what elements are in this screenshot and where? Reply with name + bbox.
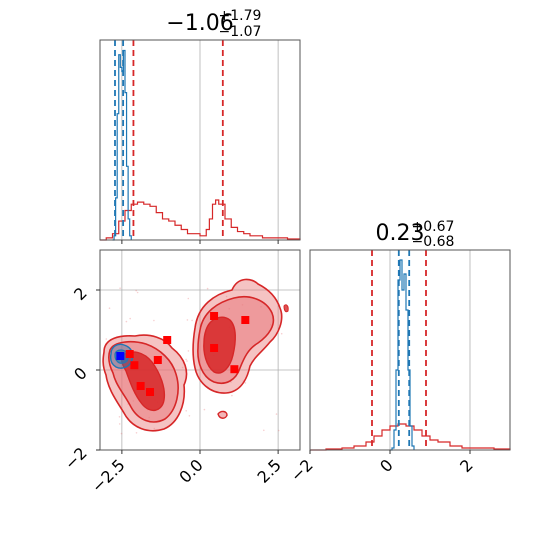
bottom-left-faint-dot [263,429,265,432]
bottom-left-faint-dot [181,366,184,369]
bottom-left-xtick-label-1: 0.0 [175,455,206,486]
red-marker-7 [241,316,250,324]
bottom-left-faint-dot [135,289,137,292]
bottom-left-xtick-label-0: −2.5 [88,455,129,496]
bottom-right-histogram-panel: 0.23 +0.67 −0.68 −2 0 2 [287,219,511,486]
top-left-quantile-lines [114,40,224,240]
bottom-left-faint-dot [203,408,206,411]
bottom-left-faint-dot [136,291,139,294]
bottom-right-quantile-lines [371,250,427,450]
top-left-title: −1.06 [166,11,233,36]
bottom-right-hist-red [310,423,511,451]
bottom-right-title-sup: +0.67 [412,219,455,235]
bottom-right-title-sub: −0.68 [412,234,455,250]
contour-small-island [217,410,228,419]
bottom-left-density-panel: −2.5 0.0 2.5 −2 0 2 [61,249,301,496]
bottom-left-faint-dot [186,319,189,321]
bottom-left-faint-dot [153,319,155,322]
bottom-right-title-main: 0.23 [376,221,425,246]
bottom-left-faint-dot [129,317,131,320]
bottom-right-xtick-label-0: −2 [287,455,317,485]
top-left-title-sub: −1.07 [219,24,262,40]
contour-edge-fragment [283,304,289,313]
top-left-histogram-panel: −1.06 +1.79 −1.07 [99,8,301,244]
contour-inner-right [203,316,236,374]
red-marker-0 [163,336,172,344]
red-marker-4 [136,382,145,390]
top-left-hist-red [100,199,301,241]
red-marker-6 [210,312,219,320]
red-marker-1 [153,356,162,364]
bottom-left-ytick-label-1: 0 [70,363,91,384]
bottom-left-faint-dot [105,338,108,340]
bottom-right-xtick-label-1: 0 [376,455,397,476]
bottom-left-contours [102,278,289,435]
bottom-left-faint-dot [231,394,233,397]
bottom-right-gridlines [309,250,471,450]
bottom-left-faint-dot [187,350,190,352]
bottom-left-faint-dot [191,319,193,322]
bottom-left-faint-dot [118,416,121,418]
top-left-title-main: −1.06 [166,11,233,36]
bottom-left-faint-dot [153,427,156,430]
bottom-left-faint-dot [185,410,187,412]
bottom-left-faint-dot [188,415,191,417]
bottom-left-faint-dot [277,429,280,432]
bottom-left-faint-dot [108,307,111,310]
bottom-left-faint-dot [120,432,123,435]
red-marker-5 [146,388,154,396]
top-left-series [100,49,301,241]
bottom-right-frame [309,249,511,451]
bottom-left-ytick-label-0: −2 [61,443,91,473]
bottom-left-markers [116,312,250,396]
bottom-left-xtick-label-2: 2.5 [254,455,285,486]
top-left-gridlines [121,40,279,240]
bottom-left-faint-dot [118,423,121,425]
bottom-left-faint-dot [187,297,190,300]
bottom-left-ytick-label-2: 2 [70,283,91,304]
top-left-tick-marks [121,240,279,244]
bottom-left-faint-dot [280,332,283,335]
top-left-title-sup: +1.79 [219,8,262,24]
bottom-left-faint-dot [225,295,228,298]
bottom-left-faint-dot [185,358,187,361]
red-marker-3 [130,361,139,370]
blue-marker-0 [116,352,125,360]
bottom-right-xtick-label-2: 2 [456,455,477,476]
bottom-left-faint-dot [119,287,121,290]
bottom-left-faint-dot [186,360,188,362]
bottom-left-faint-dot [135,432,138,434]
red-marker-2 [125,350,134,358]
bottom-left-faint-dot [206,287,209,290]
bottom-right-hist-blue [390,259,415,451]
bottom-right-ticks: −2 0 2 [287,450,477,486]
red-marker-9 [230,365,239,374]
red-marker-8 [210,344,219,352]
bottom-left-faint-dot [244,382,247,384]
top-left-hist-blue [112,49,132,241]
bottom-left-faint-dot [275,413,278,415]
bottom-left-faint-dot [230,381,232,383]
bottom-left-faint-dot [125,320,128,323]
